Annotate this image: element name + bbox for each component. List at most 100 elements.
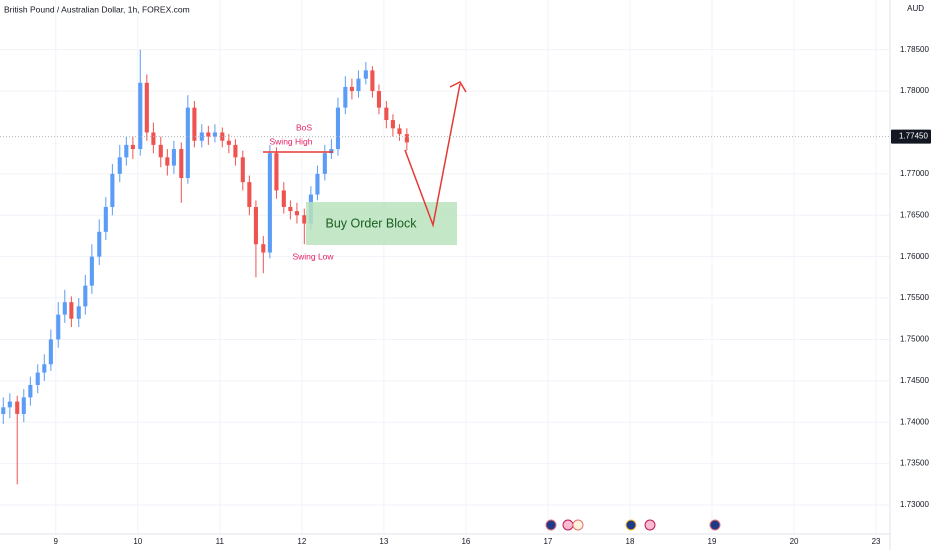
- x-tick-label: 20: [790, 537, 799, 546]
- last-price-badge: [891, 129, 931, 144]
- candle-body: [267, 153, 272, 253]
- candle-body: [185, 107, 190, 178]
- candle-body: [397, 128, 402, 135]
- y-tick-label: 1.78500: [900, 45, 929, 54]
- candle-body: [240, 157, 245, 183]
- currency-label: AUD: [907, 4, 924, 13]
- candle-layer: [1, 49, 409, 485]
- event-icon: [644, 519, 656, 531]
- arrow-head: [449, 81, 467, 93]
- event-icon: [709, 519, 721, 531]
- candle-body: [28, 384, 33, 398]
- candle-body: [302, 215, 307, 224]
- candle-body: [329, 149, 334, 154]
- candle-body: [42, 364, 47, 373]
- candle-body: [370, 70, 375, 92]
- candle-body: [233, 144, 238, 158]
- candle-body: [343, 86, 348, 108]
- candle-body: [253, 206, 258, 245]
- candle-body: [356, 78, 361, 92]
- x-tick-label: 10: [133, 537, 142, 546]
- x-tick-label: 9: [54, 537, 59, 546]
- last-price-label: 1.77450: [899, 132, 928, 141]
- candle-body: [212, 132, 217, 137]
- x-tick-label: 11: [216, 537, 225, 546]
- swing-low-label: Swing Low: [292, 251, 334, 261]
- y-tick-label: 1.76000: [900, 252, 929, 261]
- y-tick-label: 1.74000: [900, 417, 929, 426]
- candle-body: [226, 140, 231, 145]
- candle-body: [335, 107, 341, 150]
- grid-layer: [0, 0, 890, 534]
- event-icon: [572, 519, 584, 531]
- candle-body: [390, 120, 395, 129]
- bos-label: BoS: [296, 122, 312, 132]
- y-tick-label: 1.77000: [900, 169, 929, 178]
- x-tick-label: 17: [543, 537, 552, 546]
- candle-body: [151, 132, 156, 145]
- candle-body: [349, 86, 354, 92]
- candle-body: [274, 153, 279, 191]
- event-icon: [545, 519, 557, 531]
- candle-body: [69, 302, 74, 319]
- chart-title: British Pound / Australian Dollar, 1h, F…: [4, 4, 190, 14]
- candle-body: [7, 401, 12, 408]
- candle-body: [103, 206, 108, 232]
- candle-body: [76, 306, 81, 319]
- candle-body: [62, 302, 67, 315]
- candle-body: [179, 149, 184, 178]
- y-tick-label: 1.74500: [900, 376, 929, 385]
- candle-body: [15, 401, 20, 414]
- event-icon: [625, 519, 637, 531]
- candle-body: [110, 173, 115, 207]
- candle-body: [138, 82, 143, 150]
- candle-body: [83, 285, 88, 307]
- y-tick-label: 1.78000: [900, 86, 929, 95]
- event-icons: [545, 519, 721, 531]
- candle-body: [35, 372, 40, 385]
- candle-body: [206, 132, 211, 137]
- candle-body: [124, 144, 129, 158]
- candle-body: [89, 256, 94, 286]
- candle-body: [261, 244, 266, 253]
- x-tick-label: 13: [379, 537, 388, 546]
- candle-body: [158, 144, 163, 158]
- candle-body: [130, 144, 135, 150]
- candle-body: [322, 153, 327, 174]
- x-tick-label: 19: [708, 537, 717, 546]
- candle-body: [363, 70, 368, 79]
- y-tick-label: 1.73000: [900, 500, 929, 509]
- candle-body: [97, 231, 102, 257]
- candle-body: [294, 211, 299, 216]
- candle-body: [384, 107, 389, 121]
- candle-body: [281, 190, 286, 207]
- candle-body: [56, 314, 61, 340]
- event-icon: [562, 519, 574, 531]
- candle-body: [247, 182, 252, 207]
- candle-body: [376, 91, 382, 108]
- candle-body: [315, 173, 320, 195]
- candle-body: [48, 339, 53, 365]
- candle-body: [117, 157, 122, 174]
- projection-arrow: [404, 83, 461, 228]
- candle-body: [165, 157, 170, 166]
- candle-body: [1, 407, 6, 414]
- x-tick-label: 23: [872, 537, 881, 546]
- x-tick-label: 16: [461, 537, 470, 546]
- candle-body: [144, 82, 149, 133]
- x-tick-label: 18: [626, 537, 635, 546]
- swing-high-label: Swing High: [270, 136, 313, 146]
- y-tick-label: 1.73500: [900, 459, 929, 468]
- y-tick-label: 1.75500: [900, 293, 929, 302]
- candle-body: [288, 206, 293, 212]
- candle-body: [21, 397, 26, 414]
- y-tick-label: 1.75000: [900, 335, 929, 344]
- axis-layer: 1.73000 1.73500 1.74000 1.74500 1.75000 1.755…: [0, 45, 931, 546]
- y-tick-label: 1.76500: [900, 210, 929, 219]
- order-block-label: Buy Order Block: [325, 216, 417, 230]
- candle-body: [192, 107, 197, 141]
- candle-body: [404, 134, 409, 143]
- candle-body: [171, 149, 176, 166]
